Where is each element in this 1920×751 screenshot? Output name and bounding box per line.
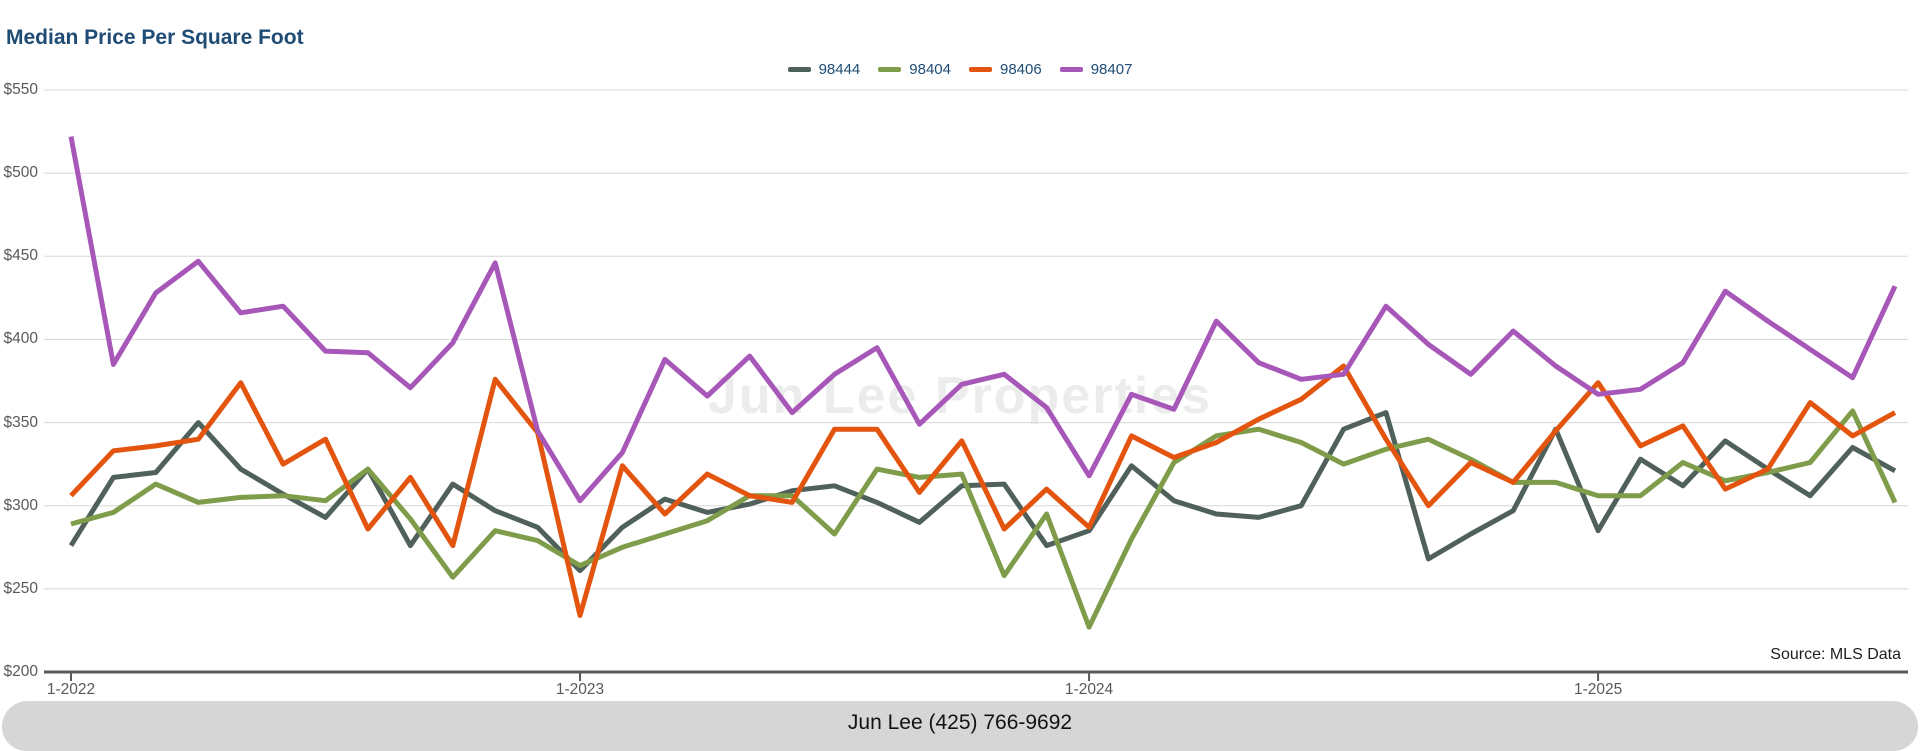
legend-item-98404: 98404	[878, 61, 951, 78]
watermark: Jun Lee Properties	[707, 367, 1213, 425]
legend-swatch-98444	[787, 67, 811, 72]
y-axis-label: $250	[3, 579, 38, 597]
legend-label-98444: 98444	[818, 61, 861, 78]
series-line-98407	[68, 136, 1898, 504]
series-line-98404	[70, 408, 1898, 630]
legend-swatch-98406	[969, 67, 992, 72]
x-axis-label: 1-2022	[46, 681, 96, 698]
legend-label-98407: 98407	[1090, 61, 1133, 78]
legend-swatch-98404	[878, 67, 902, 72]
chart-title: Median Price Per Square Foot	[6, 26, 304, 49]
footer-contact-text: Jun Lee (425) 766-9692	[847, 711, 1073, 734]
legend-item-98407: 98407	[1059, 61, 1133, 78]
x-axis-label: 1-2023	[555, 681, 605, 698]
source-note: Source: MLS Data	[1770, 646, 1901, 663]
y-axis-label: $300	[3, 496, 38, 514]
legend-swatch-98407	[1059, 67, 1083, 72]
series-line-98444	[68, 410, 1897, 574]
legend-item-98406: 98406	[969, 61, 1042, 78]
y-axis-label: $550	[3, 81, 38, 98]
x-axis-label: 1-2024	[1064, 681, 1114, 698]
y-axis-label: $500	[3, 164, 38, 182]
footer-banner: Jun Lee (425) 766-9692	[2, 701, 1918, 751]
y-axis-label: $450	[3, 247, 38, 265]
legend-label-98404: 98404	[909, 61, 951, 78]
legend-label-98406: 98406	[1000, 61, 1042, 78]
legend: 98444 98404 98406 98407	[0, 61, 1920, 78]
y-axis-label: $400	[3, 330, 38, 348]
y-axis-label: $350	[3, 413, 38, 431]
legend-item-98444: 98444	[787, 61, 861, 78]
x-axis-label: 1-2025	[1573, 681, 1623, 698]
y-axis-label: $200	[3, 663, 38, 680]
